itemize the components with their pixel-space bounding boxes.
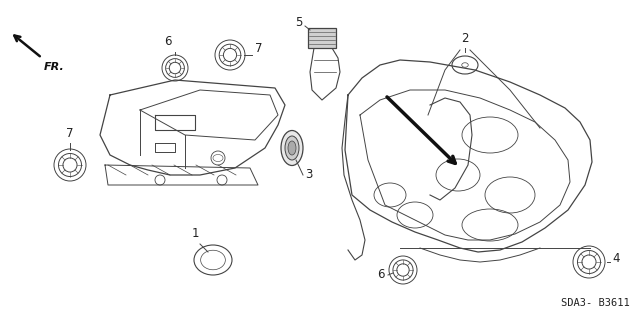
Text: 3: 3 <box>305 168 312 182</box>
Text: SDA3- B3611: SDA3- B3611 <box>561 298 630 308</box>
Text: 6: 6 <box>378 269 385 281</box>
FancyBboxPatch shape <box>308 28 336 48</box>
Ellipse shape <box>281 130 303 166</box>
Text: 4: 4 <box>612 251 620 264</box>
Text: 6: 6 <box>164 35 172 48</box>
Ellipse shape <box>288 141 296 155</box>
Text: 2: 2 <box>461 32 468 45</box>
Text: FR.: FR. <box>44 62 65 72</box>
Text: 7: 7 <box>255 41 262 55</box>
Ellipse shape <box>285 136 299 160</box>
Text: 5: 5 <box>294 17 302 29</box>
Text: 1: 1 <box>191 227 199 240</box>
Text: 7: 7 <box>67 127 74 140</box>
